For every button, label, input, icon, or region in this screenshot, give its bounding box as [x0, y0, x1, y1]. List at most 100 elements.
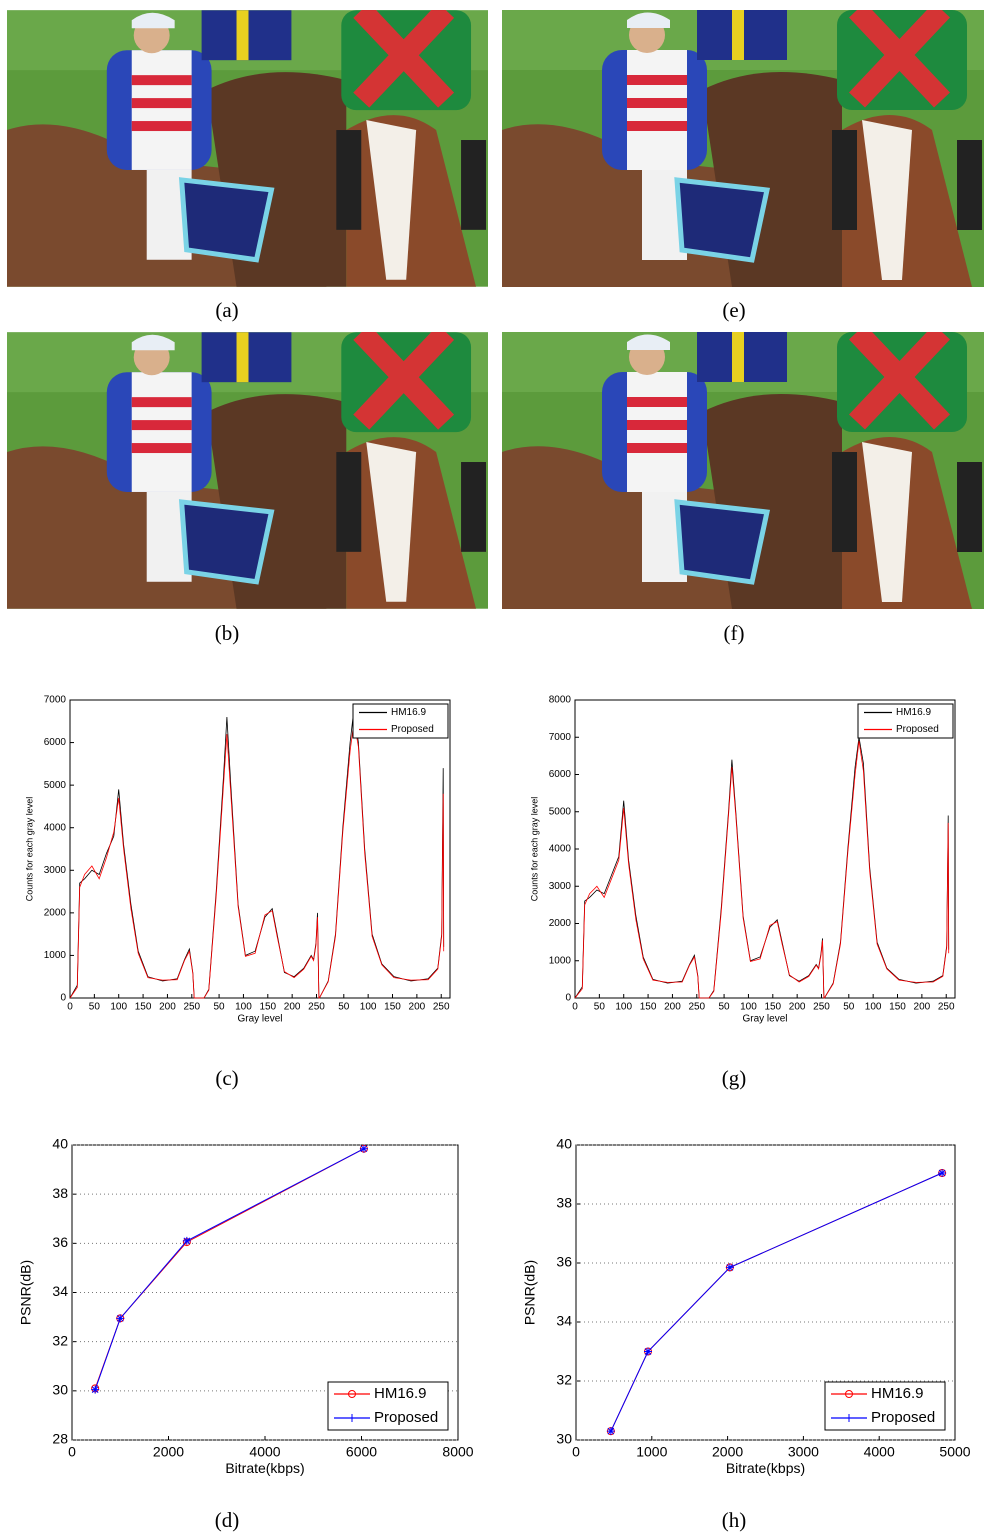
y-tick-label: 6000: [549, 769, 572, 780]
caption: (c): [215, 1066, 238, 1090]
x-tick-label: 100: [740, 1002, 757, 1013]
y-tick-label: 28: [52, 1431, 68, 1447]
marker: [91, 1386, 99, 1394]
x-tick-label: 8000: [442, 1443, 473, 1459]
x-tick-label: 3000: [788, 1443, 819, 1459]
plot-area: [575, 700, 955, 998]
legend-label: HM16.9: [871, 1385, 924, 1402]
x-tick-label: 150: [384, 1002, 401, 1013]
y-tick-label: 34: [556, 1313, 572, 1329]
x-tick-label: 150: [764, 1002, 781, 1013]
y-tick-label: 8000: [549, 695, 572, 706]
y-tick-label: 32: [52, 1332, 68, 1348]
y-axis-label: Counts for each gray level: [24, 797, 34, 902]
y-tick-label: 4000: [549, 844, 572, 855]
legend-label: HM16.9: [374, 1385, 427, 1402]
x-tick-label: 50: [214, 1002, 226, 1013]
marker: [644, 1348, 652, 1356]
photo: [502, 332, 984, 609]
y-tick-label: 4000: [44, 822, 67, 833]
x-tick-label: 250: [183, 1002, 200, 1013]
legend-label: Proposed: [391, 724, 434, 735]
marker: [938, 1169, 946, 1177]
y-tick-label: 2000: [549, 918, 572, 929]
x-tick-label: 50: [719, 1002, 731, 1013]
x-tick-label: 200: [284, 1002, 301, 1013]
marker: [116, 1314, 124, 1322]
legend-label: HM16.9: [896, 707, 931, 718]
x-tick-label: 50: [338, 1002, 350, 1013]
x-tick-label: 0: [67, 1002, 73, 1013]
y-tick-label: 0: [565, 993, 571, 1004]
y-tick-label: 36: [52, 1234, 68, 1250]
x-tick-label: 150: [889, 1002, 906, 1013]
y-tick-label: 3000: [549, 881, 572, 892]
y-tick-label: 2000: [44, 907, 67, 918]
x-tick-label: 100: [110, 1002, 127, 1013]
x-tick-label: 200: [409, 1002, 426, 1013]
marker: [607, 1427, 615, 1435]
x-tick-label: 6000: [346, 1443, 377, 1459]
x-tick-label: 200: [914, 1002, 931, 1013]
x-tick-label: 2000: [712, 1443, 743, 1459]
caption: (g): [722, 1066, 747, 1090]
x-tick-label: 150: [135, 1002, 152, 1013]
y-tick-label: 7000: [44, 695, 67, 706]
marker: [726, 1263, 734, 1271]
x-axis-label: Gray level: [742, 1014, 787, 1025]
x-tick-label: 250: [308, 1002, 325, 1013]
x-tick-label: 4000: [864, 1443, 895, 1459]
photo: [7, 10, 488, 286]
x-tick-label: 200: [159, 1002, 176, 1013]
x-tick-label: 250: [433, 1002, 450, 1013]
x-tick-label: 50: [594, 1002, 606, 1013]
x-tick-label: 4000: [249, 1443, 280, 1459]
x-tick-label: 50: [89, 1002, 101, 1013]
caption: (e): [722, 298, 745, 322]
x-tick-label: 50: [843, 1002, 855, 1013]
caption: (b): [215, 621, 240, 645]
y-tick-label: 34: [52, 1283, 68, 1299]
y-tick-label: 1000: [549, 955, 572, 966]
legend-label: Proposed: [896, 724, 939, 735]
figure: (a) (e) (b) (f) (c) (g) (d) (h) 01000200…: [0, 0, 984, 1537]
y-tick-label: 36: [556, 1254, 572, 1270]
x-tick-label: 0: [68, 1443, 76, 1459]
y-tick-label: 30: [556, 1431, 572, 1447]
y-tick-label: 3000: [44, 865, 67, 876]
legend-label: HM16.9: [391, 707, 426, 718]
x-tick-label: 250: [688, 1002, 705, 1013]
x-tick-label: 0: [572, 1443, 580, 1459]
y-axis-label: PSNR(dB): [522, 1260, 538, 1325]
x-tick-label: 200: [664, 1002, 681, 1013]
x-tick-label: 150: [640, 1002, 657, 1013]
marker: [360, 1145, 368, 1153]
y-axis-label: Counts for each gray level: [529, 797, 539, 902]
y-tick-label: 5000: [549, 806, 572, 817]
x-axis-label: Bitrate(kbps): [225, 1460, 304, 1476]
x-tick-label: 100: [865, 1002, 882, 1013]
y-tick-label: 6000: [44, 737, 67, 748]
y-tick-label: 38: [52, 1185, 68, 1201]
caption: (d): [215, 1508, 240, 1532]
caption: (h): [722, 1508, 747, 1532]
y-tick-label: 7000: [549, 732, 572, 743]
y-tick-label: 38: [556, 1195, 572, 1211]
figure-page: (a) (e) (b) (f) (c) (g) (d) (h) 01000200…: [0, 0, 984, 1537]
caption: (a): [215, 298, 238, 322]
x-tick-label: 100: [235, 1002, 252, 1013]
plot-area: [70, 700, 450, 998]
x-tick-label: 200: [789, 1002, 806, 1013]
x-tick-label: 1000: [636, 1443, 667, 1459]
y-tick-label: 30: [52, 1382, 68, 1398]
x-tick-label: 250: [938, 1002, 955, 1013]
photo: [7, 332, 488, 608]
y-tick-label: 40: [556, 1136, 572, 1152]
x-tick-label: 2000: [153, 1443, 184, 1459]
x-tick-label: 5000: [939, 1443, 970, 1459]
y-tick-label: 32: [556, 1372, 572, 1388]
